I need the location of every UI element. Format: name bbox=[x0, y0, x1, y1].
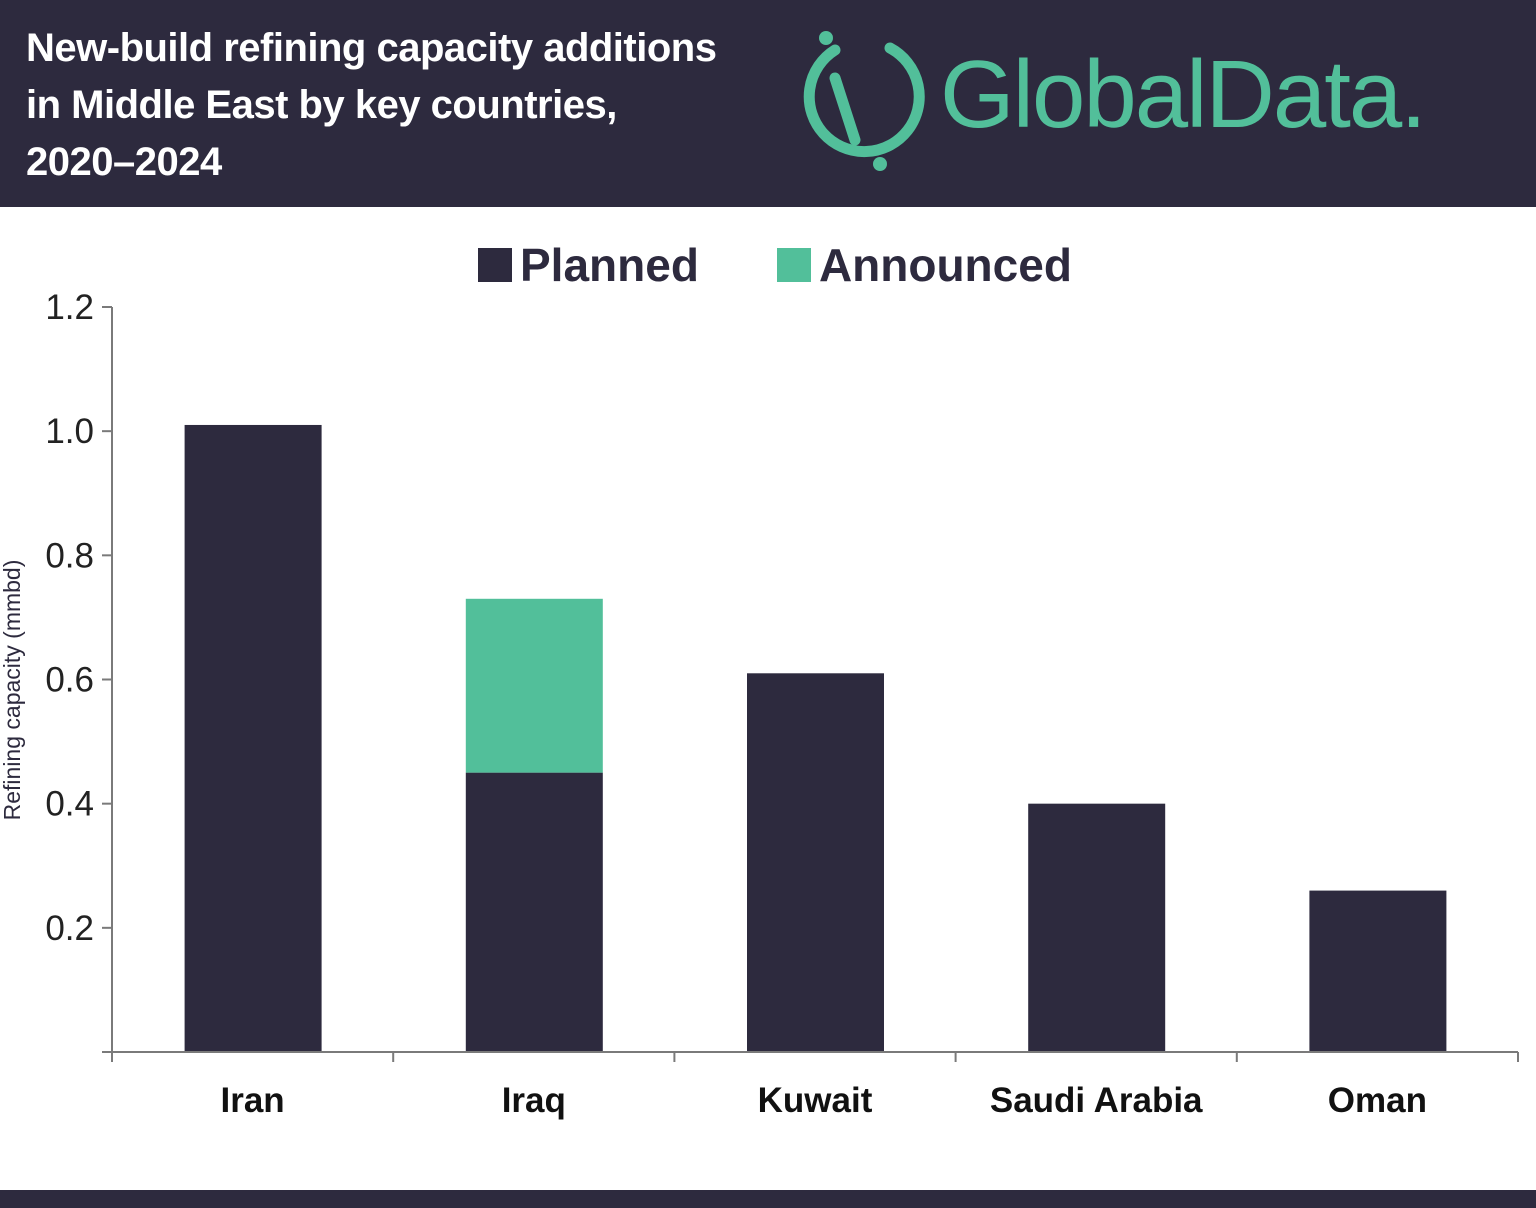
x-tick-label: Iraq bbox=[502, 1081, 566, 1120]
bar-announced-iraq bbox=[465, 598, 603, 773]
legend-swatch-announced bbox=[776, 248, 811, 282]
logo-text: GlobalData. bbox=[940, 41, 1427, 148]
y-tick-label: 0.6 bbox=[45, 661, 94, 700]
x-tick-label: Iran bbox=[220, 1081, 284, 1120]
header: New-build refining capacity additions in… bbox=[0, 0, 1536, 207]
legend: Planned Announced bbox=[478, 238, 1072, 292]
footer-bar bbox=[0, 1190, 1536, 1208]
bar-planned-iran bbox=[184, 424, 322, 1052]
legend-swatch-planned bbox=[478, 248, 512, 282]
bar-planned-oman bbox=[1309, 890, 1447, 1052]
globaldata-logo-icon bbox=[803, 31, 925, 171]
legend-label-planned: Planned bbox=[520, 239, 699, 291]
x-tick-label: Oman bbox=[1328, 1081, 1427, 1120]
title-line: 2020–2024 bbox=[26, 140, 222, 184]
y-tick-label: 1.2 bbox=[45, 288, 94, 327]
y-tick-label: 0.2 bbox=[45, 909, 94, 948]
title-line: New-build refining capacity additions bbox=[26, 26, 717, 70]
bar-planned-iraq bbox=[465, 772, 603, 1052]
y-tick-label: 0.4 bbox=[45, 785, 94, 824]
y-tick-label: 0.8 bbox=[45, 536, 94, 575]
bar-planned-saudi-arabia bbox=[1028, 803, 1166, 1052]
y-axis-label: Refining capacity (mmbd) bbox=[0, 560, 25, 821]
title-line: in Middle East by key countries, bbox=[26, 83, 617, 127]
chart-title: New-build refining capacity additions in… bbox=[26, 20, 796, 191]
legend-label-announced: Announced bbox=[818, 239, 1072, 291]
x-tick-label: Kuwait bbox=[758, 1081, 873, 1120]
x-tick-label: Saudi Arabia bbox=[990, 1081, 1203, 1120]
bar-planned-kuwait bbox=[747, 673, 884, 1052]
y-tick-label: 1.0 bbox=[45, 412, 94, 451]
